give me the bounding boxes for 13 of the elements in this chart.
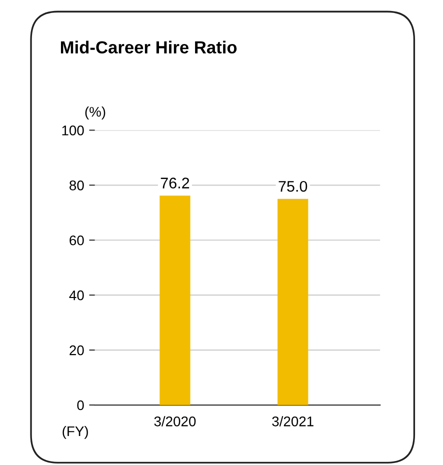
y-tick-label: 0 [77,400,84,410]
y-tick-label: 80 [70,180,84,190]
y-axis-title: (%) [85,106,106,120]
text: 76.2 [160,178,190,188]
y-tick-label: 40 [69,290,84,300]
x-tick-label: 3/2020 [154,416,196,426]
text: 75.0 [278,180,308,192]
y-tick-label: 20 [70,345,84,356]
chart-title: Mid-Career Hire Ratio [60,40,237,54]
y-tick-label: 60 [70,235,84,246]
x-tick-label: 3/2021 [272,416,314,426]
y-tick-label: 100 [62,126,84,136]
x-axis-title: (FY) [62,426,88,439]
